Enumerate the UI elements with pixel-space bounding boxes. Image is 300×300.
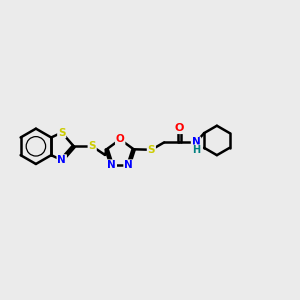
Text: S: S: [58, 128, 65, 137]
Text: S: S: [88, 141, 96, 151]
Text: O: O: [116, 134, 124, 144]
Text: N: N: [107, 160, 116, 170]
Text: N: N: [192, 137, 200, 147]
Text: O: O: [175, 123, 184, 133]
Text: H: H: [192, 145, 200, 155]
Text: N: N: [57, 155, 66, 165]
Text: N: N: [124, 160, 133, 170]
Text: S: S: [148, 145, 155, 155]
